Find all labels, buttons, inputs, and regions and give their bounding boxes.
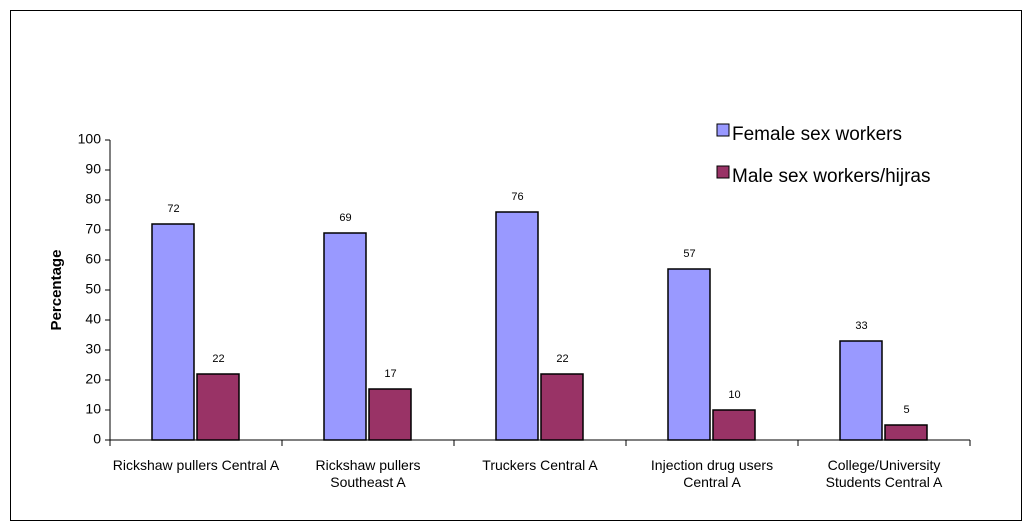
bar — [667, 268, 711, 441]
value-label: 22 — [212, 353, 224, 365]
value-label: 10 — [728, 389, 740, 401]
y-tick-label: 70 — [85, 221, 101, 237]
value-label: 5 — [903, 404, 909, 416]
x-tick-label: Rickshaw pullers Central A — [112, 457, 280, 473]
legend-label: Female sex workers — [732, 124, 902, 145]
value-label: 33 — [855, 320, 867, 332]
y-tick-label: 100 — [78, 131, 102, 147]
legend-swatch — [716, 123, 730, 137]
value-label: 17 — [384, 368, 396, 380]
value-label: 76 — [511, 191, 523, 203]
y-tick-label: 60 — [85, 251, 101, 267]
y-tick-label: 50 — [85, 281, 101, 297]
legend-label: Male sex workers/hijras — [732, 166, 931, 187]
bar — [196, 373, 240, 441]
legend-swatch — [716, 165, 730, 179]
bar — [540, 373, 584, 441]
value-label: 22 — [556, 353, 568, 365]
bar — [368, 388, 412, 441]
y-tick-label: 80 — [85, 191, 101, 207]
bar — [151, 223, 195, 441]
value-label: 57 — [683, 248, 695, 260]
value-label: 69 — [339, 212, 351, 224]
bar — [323, 232, 367, 441]
bar — [495, 211, 539, 441]
y-tick-label: 0 — [93, 431, 101, 447]
bar — [839, 340, 883, 441]
y-tick-label: 10 — [85, 401, 101, 417]
y-axis-label: Percentage — [48, 250, 65, 331]
value-label: 72 — [167, 203, 179, 215]
bar — [712, 409, 756, 441]
bar — [884, 424, 928, 441]
x-tick-label: Rickshaw pullers Southeast A — [315, 457, 421, 490]
x-tick-label: College/University Students Central A — [825, 457, 943, 490]
x-tick-label: Injection drug users Central A — [650, 457, 774, 490]
y-tick-label: 30 — [85, 341, 101, 357]
y-tick-label: 20 — [85, 371, 101, 387]
y-tick-label: 90 — [85, 161, 101, 177]
y-tick-label: 40 — [85, 311, 101, 327]
x-tick-label: Truckers Central A — [482, 457, 598, 473]
